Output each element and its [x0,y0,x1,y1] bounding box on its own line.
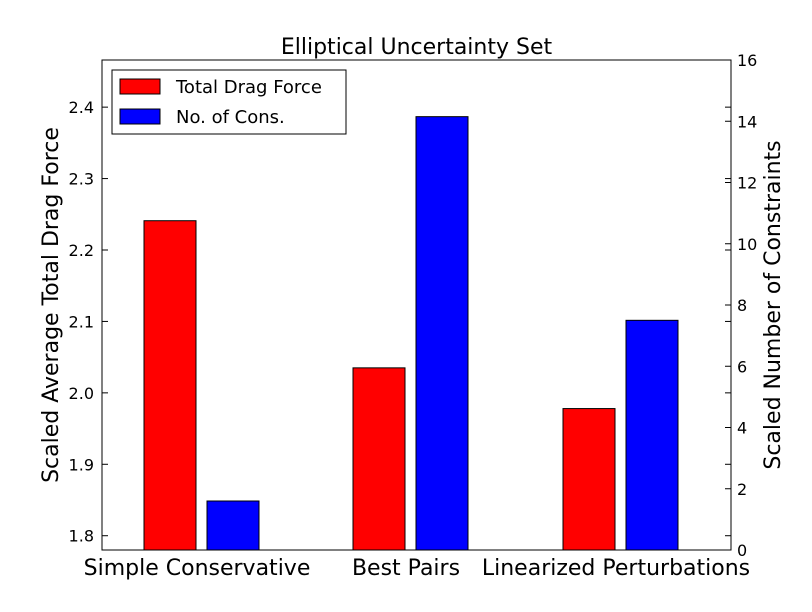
legend-swatch-total-drag-force [119,78,161,95]
left-axis-ticks: 1.8 1.9 2.0 2.1 2.2 2.3 2.4 [69,98,731,546]
right-tick-label: 12 [737,174,757,193]
left-tick-label: 2.3 [69,170,94,189]
legend-swatch-no-of-cons [119,108,161,125]
bars [143,116,679,551]
legend-label-no-of-cons: No. of Cons. [176,107,285,128]
right-tick-label: 8 [737,296,747,315]
right-axis-ticks: 0 2 4 6 8 10 12 14 16 [725,51,757,560]
bar-total-drag-force-best-pairs [352,367,406,551]
bar-total-drag-force-simple-conservative [143,220,197,551]
x-category-label-best-pairs: Best Pairs [352,556,460,581]
right-tick-label: 14 [737,112,757,131]
right-tick-label: 0 [737,541,747,560]
bar-total-drag-force-linearized-perturbations [562,408,616,551]
left-tick-label: 2.0 [69,384,94,403]
legend-label-total-drag-force: Total Drag Force [175,77,322,98]
right-tick-label: 10 [737,235,757,254]
right-tick-label: 6 [737,357,747,376]
x-category-labels: Simple Conservative Best Pairs Linearized … [84,556,750,581]
right-tick-label: 2 [737,480,747,499]
x-category-label-simple-conservative: Simple Conservative [84,556,311,581]
left-tick-label: 1.8 [69,527,94,546]
left-tick-label: 2.1 [69,312,94,331]
x-category-label-linearized-perturbations: Linearized Perturbations [482,556,750,581]
left-tick-label: 2.4 [69,98,94,117]
right-tick-label: 4 [737,419,747,438]
chart-title: Elliptical Uncertainty Set [281,35,553,60]
right-tick-label: 16 [737,51,757,70]
right-axis-label: Scaled Number of Constraints [761,140,786,469]
bar-no-of-cons-best-pairs [415,116,469,551]
left-tick-label: 2.2 [69,241,94,260]
bar-no-of-cons-simple-conservative [206,500,260,551]
legend: Total Drag Force No. of Cons. [111,69,347,135]
left-axis-label: Scaled Average Total Drag Force [39,127,64,483]
left-tick-label: 1.9 [69,455,94,474]
bar-no-of-cons-linearized-perturbations [625,319,679,551]
